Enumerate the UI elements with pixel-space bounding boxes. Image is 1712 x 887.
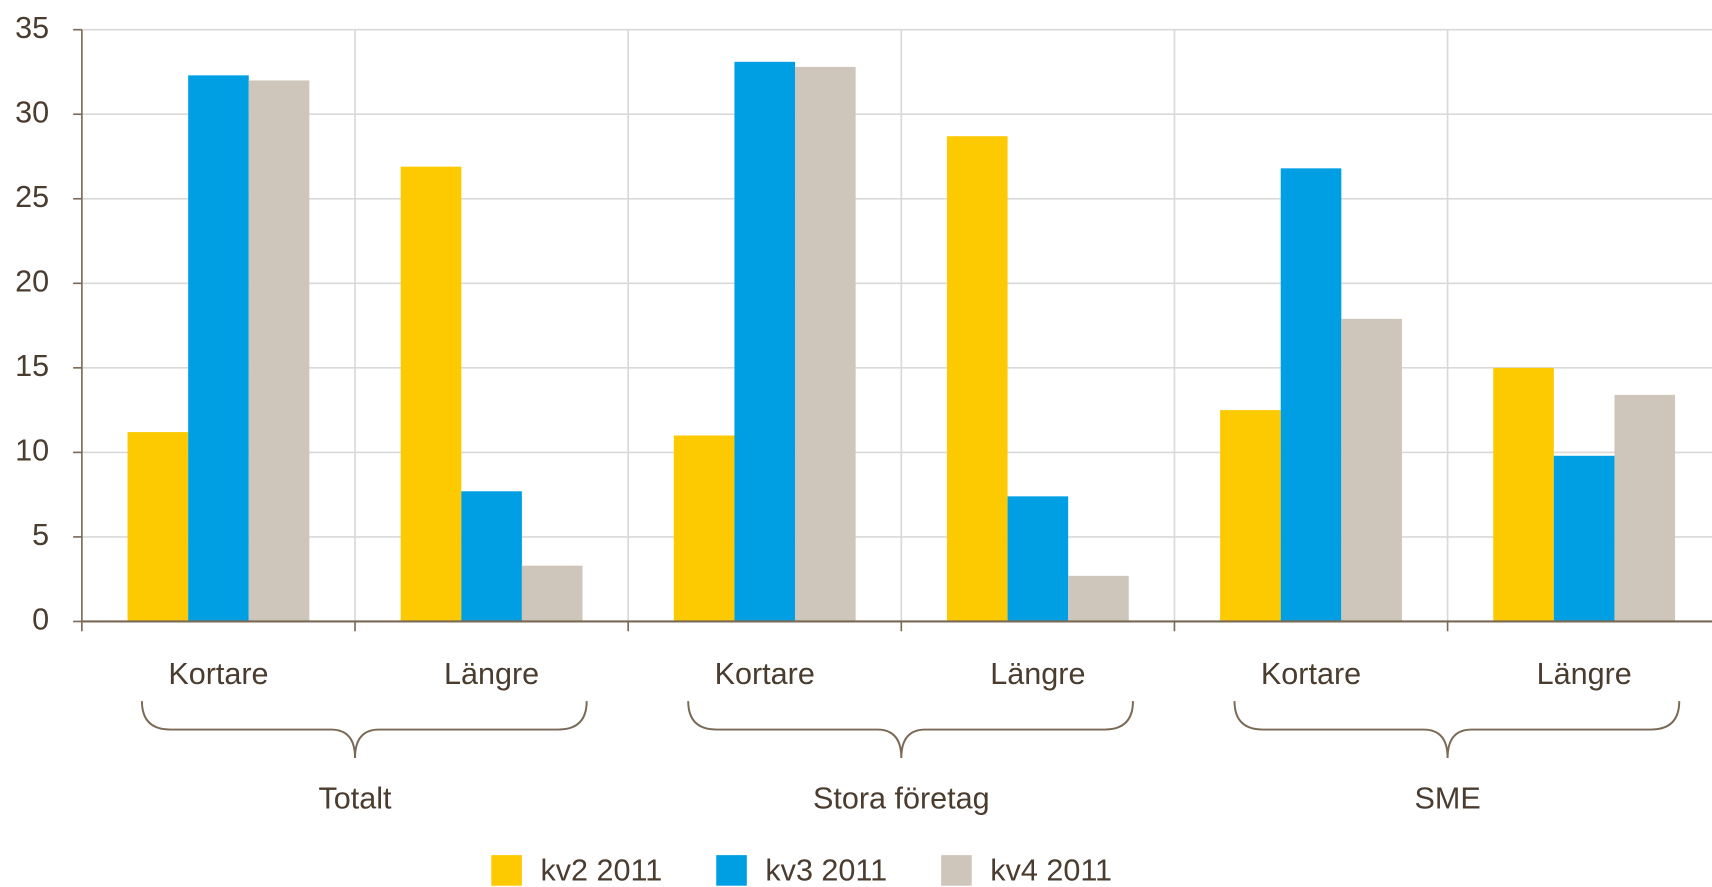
y-tick-label: 25 xyxy=(15,180,49,214)
bar xyxy=(521,565,583,622)
legend-swatch xyxy=(491,855,522,886)
bar xyxy=(188,75,249,622)
y-tick-label: 15 xyxy=(15,349,49,383)
bar xyxy=(1493,367,1554,622)
y-tick-label: 5 xyxy=(32,518,49,552)
bar xyxy=(1280,168,1342,622)
y-tick-label: 30 xyxy=(15,95,49,129)
y-tick-label: 0 xyxy=(32,603,49,637)
x-tick-label: Kortare xyxy=(1261,657,1361,691)
bar xyxy=(795,66,856,622)
group-brace xyxy=(140,701,588,758)
bar xyxy=(734,61,796,622)
group-label: Totalt xyxy=(318,782,392,816)
legend-label: kv4 2011 xyxy=(990,854,1112,887)
legend-label: kv2 2011 xyxy=(540,854,662,887)
bar xyxy=(127,432,189,622)
x-tick-label: Kortare xyxy=(168,657,268,691)
bar xyxy=(946,136,1008,622)
y-tick-label: 20 xyxy=(15,264,49,298)
x-tick-label: Längre xyxy=(990,657,1085,691)
group-label: Stora företag xyxy=(813,782,990,816)
group-label: SME xyxy=(1414,782,1480,816)
group-brace xyxy=(1233,701,1681,758)
group-brace xyxy=(687,701,1134,758)
y-tick-label: 10 xyxy=(15,433,49,467)
x-tick-label: Längre xyxy=(1537,657,1632,691)
legend-label: kv3 2011 xyxy=(765,854,887,887)
bar xyxy=(1614,394,1676,622)
legend-swatch xyxy=(716,855,747,886)
bar xyxy=(673,435,735,622)
bar xyxy=(1007,496,1069,622)
legend-swatch xyxy=(941,855,972,886)
bar xyxy=(1553,455,1615,622)
y-tick-label: 35 xyxy=(15,11,49,45)
bar xyxy=(1068,575,1129,622)
x-tick-label: Längre xyxy=(444,657,539,691)
bar xyxy=(248,80,310,622)
bar xyxy=(1220,410,1281,622)
bar xyxy=(400,166,462,622)
x-tick-label: Kortare xyxy=(715,657,815,691)
bar xyxy=(1341,318,1402,622)
bar xyxy=(461,491,522,622)
